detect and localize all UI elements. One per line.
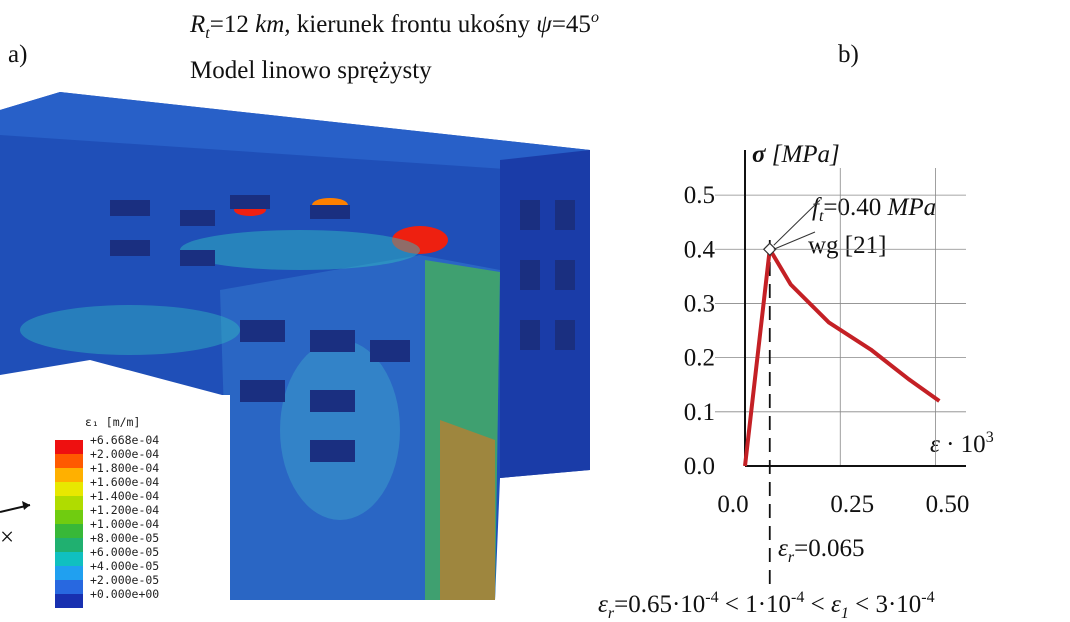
y-tick-label: 0.0	[684, 453, 715, 480]
y-tick-label: 0.5	[684, 182, 715, 209]
legend-swatch	[55, 482, 83, 496]
legend-label: +0.000e+00	[90, 587, 159, 601]
header-line: Model linowo sprężysty	[190, 57, 432, 84]
legend-swatch	[55, 580, 83, 594]
legend-swatch	[55, 552, 83, 566]
panel-label: a)	[8, 41, 27, 68]
legend-swatch	[55, 524, 83, 538]
figure: × a) b) Rt=12 km, kierunek frontu ukośny…	[0, 0, 1070, 622]
legend-label: +6.000e-05	[90, 545, 159, 559]
y-tick-label: 0.2	[684, 345, 715, 372]
legend-label: +1.600e-04	[90, 475, 159, 489]
legend-swatch	[55, 440, 83, 454]
triad-label: ×	[0, 524, 14, 551]
y-tick-label: 0.1	[684, 399, 715, 426]
x-axis-label: ε · 103	[930, 429, 994, 458]
legend-label: +8.000e-05	[90, 531, 159, 545]
legend-label: +4.000e-05	[90, 559, 159, 573]
x-tick-label: 0.25	[830, 491, 874, 518]
legend-label: +1.400e-04	[90, 489, 159, 503]
legend-label: +2.000e-04	[90, 447, 159, 461]
legend-swatch	[55, 496, 83, 510]
annotation: wg [21]	[808, 232, 886, 259]
legend-title: ε₁ [m/m]	[85, 415, 140, 429]
y-axis-label: σ [MPa]	[752, 141, 840, 168]
legend-swatch	[55, 594, 83, 608]
panel-label: b)	[838, 41, 859, 68]
legend-swatch	[55, 566, 83, 580]
legend-swatch	[55, 538, 83, 552]
legend: ε₁ [m/m] +6.668e-04+2.000e-04+1.800e-04+…	[55, 415, 159, 608]
legend-swatch	[55, 468, 83, 482]
legend-label: +1.200e-04	[90, 503, 159, 517]
fe-model-image	[0, 92, 590, 622]
chart: σ [MPa] ε · 103 ft=0.40 MPa wg [21] εr=0…	[598, 141, 994, 622]
annotation: ft=0.40 MPa	[812, 194, 936, 225]
legend-label: +6.668e-04	[90, 433, 159, 447]
legend-label: +2.000e-05	[90, 573, 159, 587]
y-tick-label: 0.4	[684, 236, 716, 263]
inequality: εr=0.65·10-4 < 1·10-4 < ε1 < 3·10-4	[598, 589, 935, 622]
legend-label: +1.000e-04	[90, 517, 159, 531]
legend-swatch	[55, 510, 83, 524]
x-tick-label: 0.0	[717, 491, 748, 518]
legend-label: +1.800e-04	[90, 461, 159, 475]
legend-swatch	[55, 454, 83, 468]
x-tick-label: 0.50	[926, 491, 970, 518]
annotation: εr=0.065	[778, 535, 864, 566]
header-line: Rt=12 km, kierunek frontu ukośny ψ=45o	[189, 9, 599, 42]
y-tick-label: 0.3	[684, 290, 715, 317]
